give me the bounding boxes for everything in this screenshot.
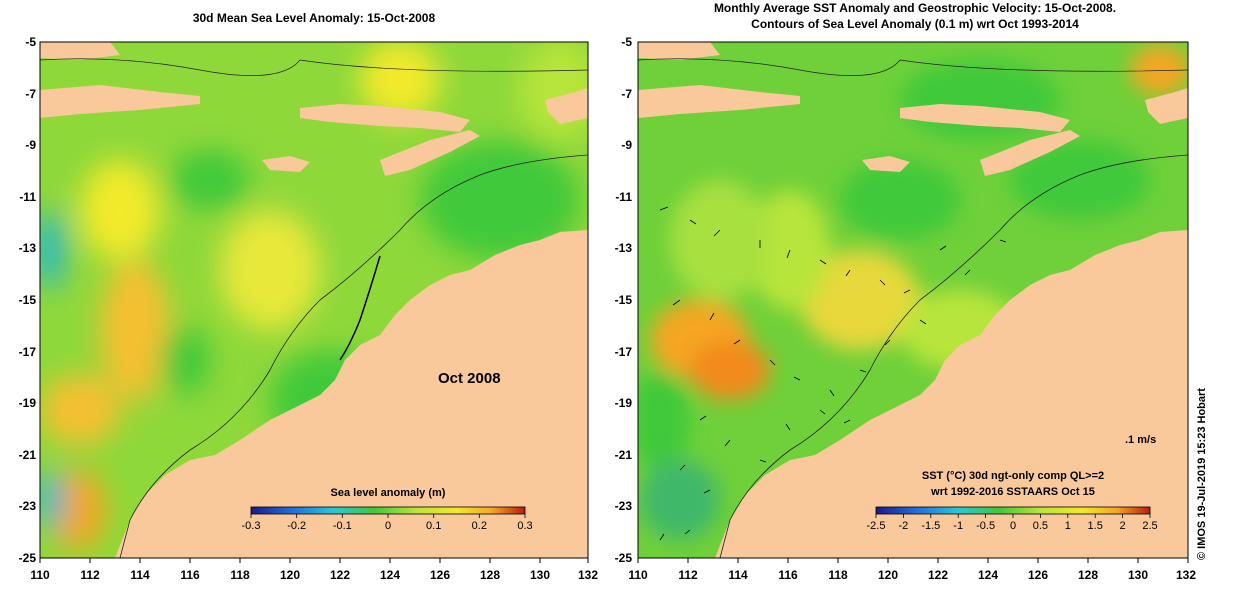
y-tick-right: -7 [621,87,632,101]
x-tick-left: 132 [577,568,599,582]
x-tick-left: 116 [180,568,200,582]
x-tick-right: 114 [728,568,748,582]
x-tick-right: 120 [877,568,899,582]
right-cb-tick: -0.5 [976,520,996,532]
right-map-field [638,42,1188,558]
left-colorbar-ticks [250,514,526,518]
right-cb-tick: -1 [953,520,964,532]
left-map-frame [39,41,589,559]
y-tick-left: -7 [25,87,36,101]
left-colorbar [250,506,526,515]
right-title-line2: Contours of Sea Level Anomaly (0.1 m) wr… [751,17,1079,31]
x-tick-left: 130 [529,568,551,582]
left-cb-tick: 0 [384,520,392,532]
y-tick-left: -13 [18,241,36,255]
y-tick-right: -23 [614,499,632,513]
left-map-title: 30d Mean Sea Level Anomaly: 15-Oct-2008 [192,11,436,25]
right-colorbar [875,506,1151,515]
y-tick-right: -25 [614,551,632,565]
right-map-title: Monthly Average SST Anomaly and Geostrop… [615,0,1215,32]
x-tick-right: 118 [828,568,848,582]
x-tick-left: 120 [279,568,301,582]
right-cb-title-line1: SST (°C) 30d ngt-only comp QL>=2 [921,470,1105,482]
left-cb-tick: -0.1 [332,520,352,532]
right-cb-tick: 0 [1009,520,1017,532]
x-tick-left: 122 [329,568,351,582]
x-tick-right: 130 [1127,568,1149,582]
y-tick-right: -21 [614,448,632,462]
right-cb-tick: -2.5 [866,520,886,532]
axis-tick-marks [39,558,1189,563]
right-cb-tick: 1 [1064,520,1071,532]
y-tick-left: -9 [25,138,36,152]
x-tick-left: 110 [30,568,50,582]
y-tick-right: -13 [614,241,632,255]
x-tick-left: 128 [479,568,501,582]
left-period-label: Oct 2008 [438,370,501,387]
right-colorbar-ticks [875,514,1151,518]
left-cb-tick: 0.1 [426,520,442,532]
velocity-scale-label: .1 m/s [1125,434,1157,446]
left-cb-tick: 0.3 [517,520,533,532]
right-title-line1: Monthly Average SST Anomaly and Geostrop… [713,1,1117,15]
right-map-frame [637,41,1189,559]
x-tick-right: 110 [628,568,648,582]
left-colorbar-title: Sea level anomaly (m) [330,487,446,499]
y-tick-left: -23 [18,499,36,513]
right-cb-tick: 2 [1119,520,1126,532]
x-tick-left: 126 [429,568,451,582]
x-tick-right: 126 [1027,568,1049,582]
x-tick-right: 132 [1175,568,1197,582]
x-tick-left: 124 [379,568,401,582]
y-tick-left: -5 [25,35,36,49]
left-cb-tick: 0.2 [471,520,487,532]
right-cb-tick: 2.5 [1142,520,1158,532]
left-cb-tick: -0.2 [287,520,307,532]
y-tick-left: -17 [18,345,36,359]
right-cb-tick: 0.5 [1032,520,1049,532]
x-tick-right: 116 [778,568,798,582]
x-tick-right: 124 [977,568,999,582]
x-tick-right: 112 [678,568,698,582]
y-tick-left: -11 [19,190,36,204]
y-tick-right: -11 [615,190,632,204]
x-tick-left: 118 [230,568,250,582]
x-tick-left: 114 [130,568,150,582]
y-tick-left: -19 [18,396,36,410]
x-tick-right: 122 [927,568,949,582]
right-cb-tick: -1.5 [921,520,941,532]
left-cb-tick: -0.3 [241,520,261,532]
x-tick-left: 112 [80,568,100,582]
y-tick-right: -5 [621,35,632,49]
y-tick-right: -9 [621,138,632,152]
y-tick-left: -25 [18,551,36,565]
right-cb-tick: 1.5 [1087,520,1103,532]
y-tick-left: -21 [18,448,36,462]
right-cb-tick: -2 [898,520,909,532]
y-tick-right: -15 [614,293,632,307]
right-colorbar-title: SST (°C) 30d ngt-only comp QL>=2 wrt 199… [876,468,1150,500]
imos-credit: © IMOS 19-Jul-2019 15:23 Hobart [1196,388,1208,560]
y-tick-left: -15 [18,293,36,307]
right-cb-title-line2: wrt 1992-2016 SSTAARS Oct 15 [931,486,1095,498]
y-tick-right: -19 [614,396,632,410]
y-tick-right: -17 [614,345,632,359]
left-map-field [40,42,588,558]
x-tick-right: 128 [1077,568,1099,582]
